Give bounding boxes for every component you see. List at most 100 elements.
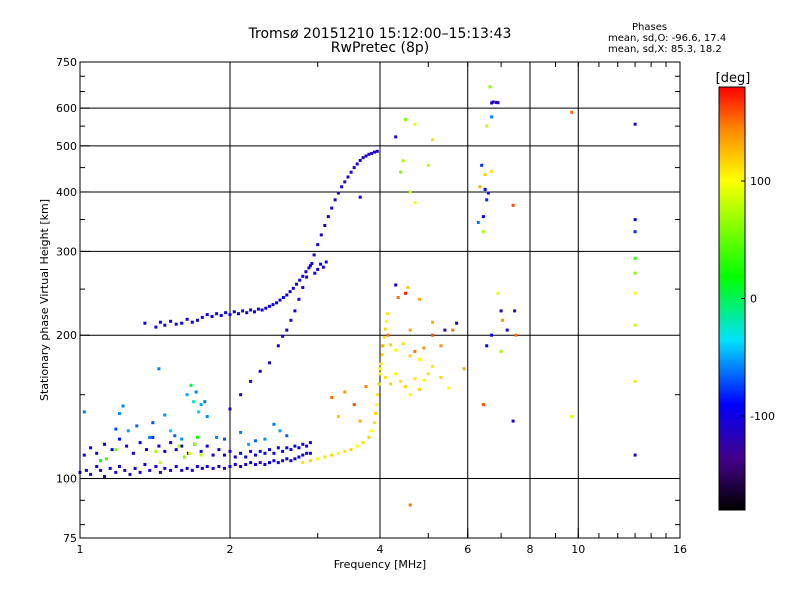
data-point: [364, 154, 368, 158]
data-point: [143, 463, 147, 466]
data-point: [263, 463, 267, 466]
data-point: [263, 437, 267, 441]
data-point: [281, 459, 285, 463]
data-point: [180, 444, 184, 448]
data-point: [496, 101, 500, 105]
data-point: [110, 448, 114, 452]
data-point: [185, 393, 189, 397]
data-point: [228, 465, 232, 468]
data-point: [89, 446, 93, 450]
data-point: [447, 386, 451, 390]
data-point: [383, 327, 387, 331]
data-point: [154, 325, 158, 329]
data-point: [143, 321, 147, 325]
data-point: [481, 215, 485, 219]
data-points: [78, 85, 637, 507]
data-point: [301, 274, 305, 278]
data-point: [189, 383, 193, 387]
data-point: [418, 297, 421, 301]
data-point: [488, 85, 492, 89]
data-point: [192, 400, 196, 404]
data-point: [180, 437, 184, 441]
data-point: [228, 313, 232, 317]
data-point: [182, 455, 186, 459]
data-point: [158, 461, 162, 465]
data-point: [138, 470, 142, 474]
data-point: [114, 427, 118, 431]
data-point: [157, 444, 161, 448]
data-point: [316, 243, 320, 247]
data-point: [305, 275, 309, 279]
data-point: [511, 419, 515, 423]
data-point: [199, 449, 203, 453]
data-point: [367, 435, 371, 439]
data-point: [386, 333, 390, 337]
data-point: [394, 135, 398, 139]
data-point: [131, 451, 135, 455]
data-point: [513, 309, 517, 313]
data-point: [268, 304, 271, 308]
data-point: [148, 468, 152, 472]
data-point: [494, 100, 498, 104]
data-point: [205, 465, 209, 468]
data-point: [376, 393, 380, 397]
data-point: [200, 466, 204, 470]
data-point: [431, 364, 435, 368]
data-point: [205, 444, 209, 448]
data-point: [118, 465, 121, 468]
data-point: [413, 349, 417, 353]
data-point: [276, 344, 280, 348]
data-point: [336, 191, 340, 195]
data-point: [121, 404, 125, 408]
data-point: [99, 459, 103, 463]
data-point: [377, 382, 381, 386]
colorbar-tick-label: 100: [750, 175, 771, 188]
data-point: [173, 434, 177, 438]
data-point: [399, 379, 403, 383]
data-point: [499, 349, 503, 353]
colorbar-label: [deg]: [716, 71, 751, 86]
data-point: [374, 412, 378, 415]
data-point: [103, 475, 106, 478]
data-point: [289, 459, 293, 463]
data-point: [258, 449, 262, 453]
data-point: [336, 451, 340, 455]
data-point: [323, 455, 327, 459]
data-point: [157, 367, 161, 371]
data-point: [346, 175, 350, 179]
data-point: [408, 393, 412, 397]
data-point: [276, 461, 280, 465]
data-point: [285, 434, 289, 438]
data-point: [308, 459, 312, 463]
data-point: [330, 453, 334, 457]
y-tick-label: 750: [56, 56, 77, 69]
colorbar: [718, 86, 746, 511]
data-point: [426, 163, 430, 167]
y-axis-label: Stationary phase Virtual Height [km]: [38, 199, 51, 401]
data-point: [185, 317, 189, 321]
y-tick-label: 300: [56, 245, 77, 258]
chart-subtitle: RwPretec (8p): [330, 40, 430, 56]
data-point: [249, 461, 253, 465]
data-point: [301, 442, 305, 446]
data-point: [118, 412, 121, 415]
data-point: [305, 451, 309, 455]
data-point: [486, 191, 490, 195]
data-point: [268, 448, 271, 452]
data-point: [281, 449, 285, 453]
data-point: [289, 318, 293, 322]
data-point: [343, 180, 347, 184]
data-point: [82, 453, 86, 457]
data-point: [293, 309, 297, 313]
data-point: [193, 442, 197, 446]
data-point: [169, 441, 173, 445]
data-point: [188, 451, 192, 455]
data-point: [285, 328, 289, 332]
data-point: [307, 266, 311, 270]
data-point: [223, 453, 226, 457]
data-point: [276, 446, 280, 450]
data-point: [84, 468, 88, 472]
data-point: [383, 376, 387, 379]
